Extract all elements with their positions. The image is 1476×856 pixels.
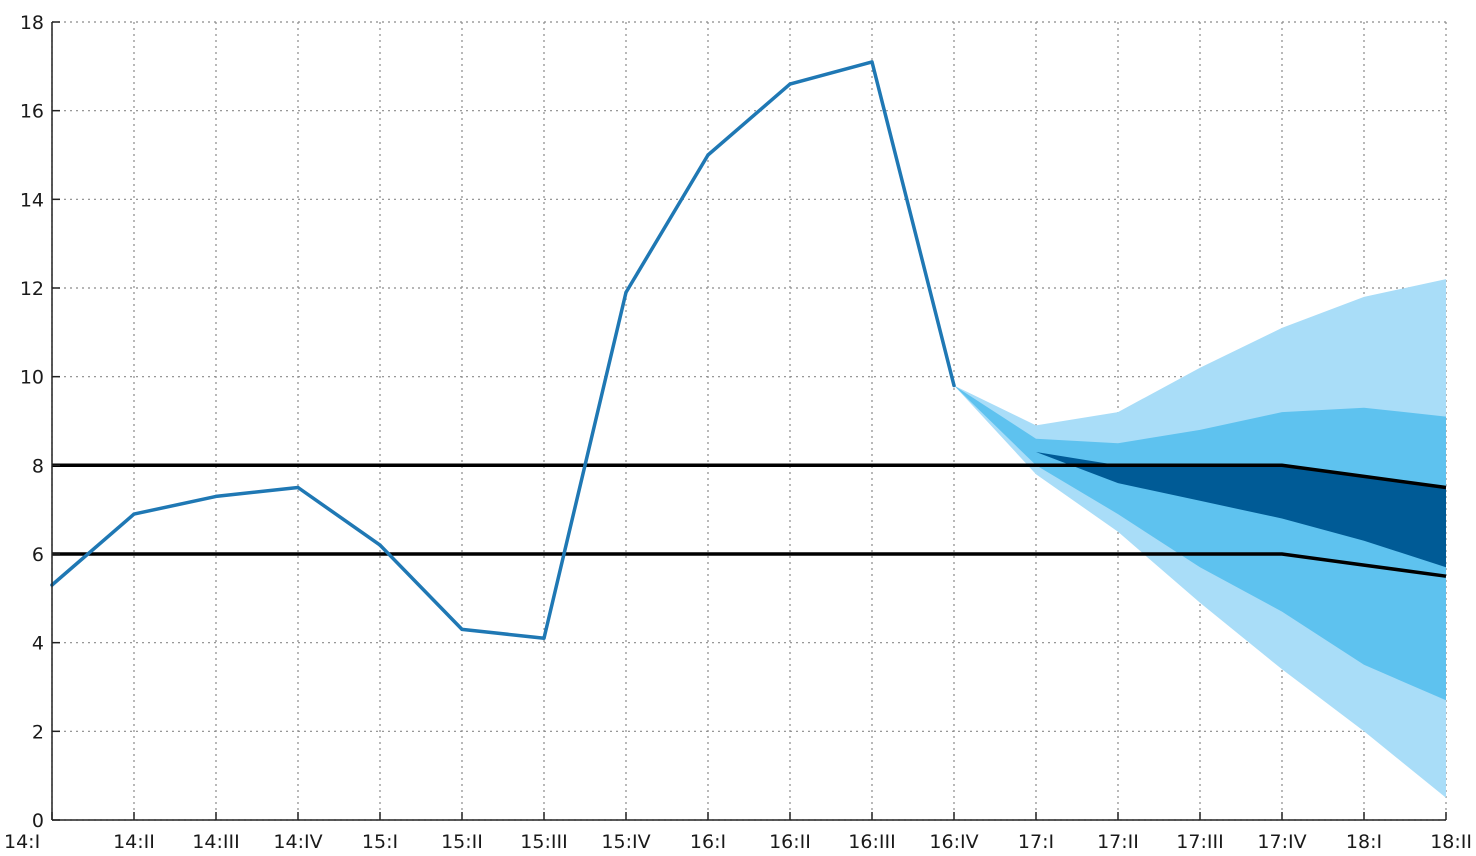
x-tick-label: 15:II: [441, 831, 483, 853]
y-tick-label: 16: [20, 101, 44, 123]
x-tick-label: 17:IV: [1257, 831, 1306, 853]
x-tick-label: 16:II: [769, 831, 811, 853]
fan-band-3: [954, 385, 1446, 568]
y-tick-label: 10: [20, 367, 44, 389]
x-tick-label: 15:III: [520, 831, 567, 853]
x-tick-label: 14:III: [192, 831, 239, 853]
x-tick-label: 14:IV: [273, 831, 322, 853]
actual-data-point: [870, 60, 874, 64]
actual-data-point: [378, 543, 382, 547]
y-tick-label: 8: [32, 455, 44, 477]
actual-data-point: [214, 494, 218, 498]
target-band: [52, 463, 1447, 578]
x-tick-label: 14:II: [113, 831, 155, 853]
tick-labels: 0 2 4 6 8 10 12 14 16 18 14:I 14:II 14:III 14:IV 15:I 1…: [4, 12, 1472, 853]
y-tick-label: 6: [32, 544, 44, 566]
x-tick-label: 17:I: [1018, 831, 1054, 853]
actual-data-point: [132, 512, 136, 516]
actual-data-point: [952, 383, 956, 388]
actual-series-line: [50, 60, 956, 640]
x-tick-label: 17:II: [1097, 831, 1139, 853]
actual-data-point: [788, 82, 792, 86]
y-tick-label: 14: [20, 189, 44, 211]
x-tick-label: 18:I: [1346, 831, 1382, 853]
axes: [51, 21, 1447, 821]
x-tick-label: 18:II: [1430, 831, 1472, 853]
actual-data-point: [706, 153, 710, 157]
y-tick-label: 2: [32, 721, 44, 743]
x-tick-label: 16:I: [690, 831, 726, 853]
actual-data-point: [624, 290, 628, 295]
y-tick-label: 18: [20, 12, 44, 34]
y-tick-label: 4: [32, 633, 44, 655]
y-tick-label: 12: [20, 278, 44, 300]
x-tick-label: 16:IV: [929, 831, 978, 853]
x-tick-label: 15:I: [362, 831, 398, 853]
target-lower-line: [52, 552, 1447, 578]
actual-data-point: [460, 627, 464, 631]
actual-data-point: [296, 485, 300, 490]
x-tick-label: 16:III: [848, 831, 895, 853]
y-tick-label: 0: [32, 810, 44, 832]
target-upper-line: [52, 463, 1447, 490]
actual-series: [50, 60, 956, 640]
x-tick-label: 14:I: [4, 831, 40, 853]
actual-data-point: [542, 636, 546, 640]
x-tick-label: 17:III: [1176, 831, 1223, 853]
x-tick-label: 15:IV: [601, 831, 650, 853]
